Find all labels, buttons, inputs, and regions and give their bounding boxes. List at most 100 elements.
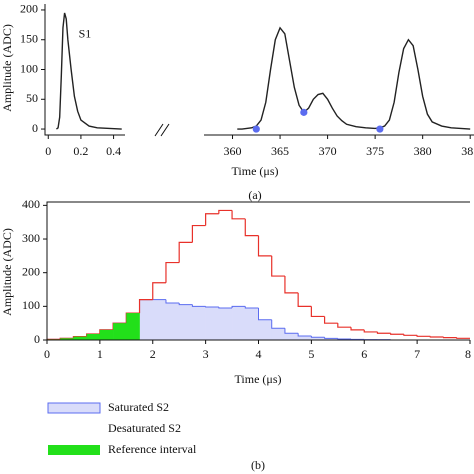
bin-step: [178, 241, 193, 263]
bin-step: [284, 276, 299, 294]
bin: [60, 338, 74, 340]
waveform: [237, 26, 471, 130]
marker: [300, 108, 308, 116]
bin-step: [456, 337, 470, 339]
bin-step: [416, 335, 431, 337]
bin-edge: [324, 337, 338, 339]
y-tick-label: 200: [20, 2, 38, 16]
marker: [252, 125, 260, 133]
bin-edge: [231, 305, 246, 309]
bin-step: [257, 235, 272, 257]
bin-step: [231, 210, 246, 220]
x-tick-label: 380: [414, 144, 432, 158]
bin-step: [191, 224, 206, 243]
x-tick-label: 0.4: [106, 144, 121, 158]
bin: [245, 308, 259, 340]
bin-edge: [271, 319, 285, 329]
bin: [205, 307, 220, 340]
bin-step: [244, 218, 259, 237]
axis-break: [154, 123, 170, 137]
bin-edge: [297, 333, 312, 337]
x-tick-label: 365: [271, 144, 289, 158]
bin-step: [390, 333, 404, 335]
bin-step: [337, 323, 352, 328]
bin-edge: [258, 308, 272, 321]
legend-label: Reference interval: [108, 442, 197, 456]
x-tick-label: 3: [203, 347, 209, 361]
bin: [337, 338, 352, 340]
caption: (b): [251, 458, 265, 472]
x-tick-label: 0: [45, 144, 51, 158]
x-tick-label: 7: [414, 347, 420, 361]
bin: [86, 333, 101, 340]
bin: [232, 306, 246, 340]
x-tick-label: 6: [361, 347, 367, 361]
y-tick-label: 0: [32, 121, 38, 135]
x-tick-label: 4: [256, 347, 262, 361]
x-axis-label: Time (μs): [232, 164, 279, 178]
axis-line: [44, 4, 474, 136]
y-tick-label: 100: [22, 298, 40, 312]
bin-step: [297, 292, 312, 307]
bin-edge: [337, 338, 352, 340]
bin: [311, 337, 325, 340]
x-tick-label: 360: [224, 144, 242, 158]
bin-step: [310, 306, 325, 318]
legend-label: Saturated S2: [108, 400, 169, 414]
bin-step: [205, 213, 219, 226]
bin-edge: [218, 307, 233, 309]
bin: [73, 336, 87, 340]
x-tick-label: 370: [319, 144, 337, 158]
y-tick-label: 100: [20, 61, 38, 75]
series-label: S1: [79, 27, 92, 41]
x-tick-label: 2: [150, 347, 156, 361]
x-tick-label: 8: [465, 347, 471, 361]
marker: [376, 125, 384, 133]
y-tick-label: 150: [20, 31, 38, 45]
bin-step: [429, 336, 444, 338]
bin-edge: [165, 299, 180, 304]
bin: [165, 302, 180, 340]
bin: [192, 306, 206, 340]
bin-step: [152, 282, 166, 300]
bin-step: [271, 255, 285, 277]
x-axis-label: Time (μs): [235, 372, 282, 386]
legend-swatch: [48, 445, 100, 455]
y-axis-label: Amplitude (ADC): [0, 228, 14, 316]
bin: [218, 308, 233, 340]
legend-label: Desaturated S2: [108, 421, 181, 435]
bin: [271, 328, 286, 340]
y-axis-label: Amplitude (ADC): [0, 24, 14, 112]
bin-step: [376, 331, 391, 334]
y-tick-label: 0: [34, 332, 40, 346]
bin-edge: [191, 304, 206, 307]
bin-step: [350, 327, 365, 331]
bin-edge: [178, 302, 193, 306]
bin-step: [165, 261, 180, 283]
x-tick-label: 1: [97, 347, 103, 361]
waveform: [56, 12, 122, 130]
x-tick-label: 0.2: [73, 144, 88, 158]
x-tick-label: 385: [461, 144, 474, 158]
bin-edge: [244, 306, 259, 309]
bin-step: [138, 299, 153, 314]
bin-step: [323, 316, 338, 324]
bin: [298, 335, 312, 340]
y-tick-label: 400: [22, 197, 40, 211]
bin-step: [363, 329, 378, 333]
x-tick-label: 375: [366, 144, 384, 158]
bin: [113, 323, 127, 340]
bin-step: [442, 336, 457, 339]
x-tick-label: 0: [44, 347, 50, 361]
bin-edge: [205, 306, 219, 308]
caption: (a): [248, 188, 261, 202]
y-tick-label: 200: [22, 264, 40, 278]
bin: [324, 338, 339, 340]
y-tick-label: 50: [26, 91, 38, 105]
legend-swatch: [47, 402, 101, 414]
bin: [139, 299, 154, 340]
bin-step: [218, 209, 233, 214]
bin: [126, 313, 140, 340]
x-tick-label: 5: [308, 347, 314, 361]
